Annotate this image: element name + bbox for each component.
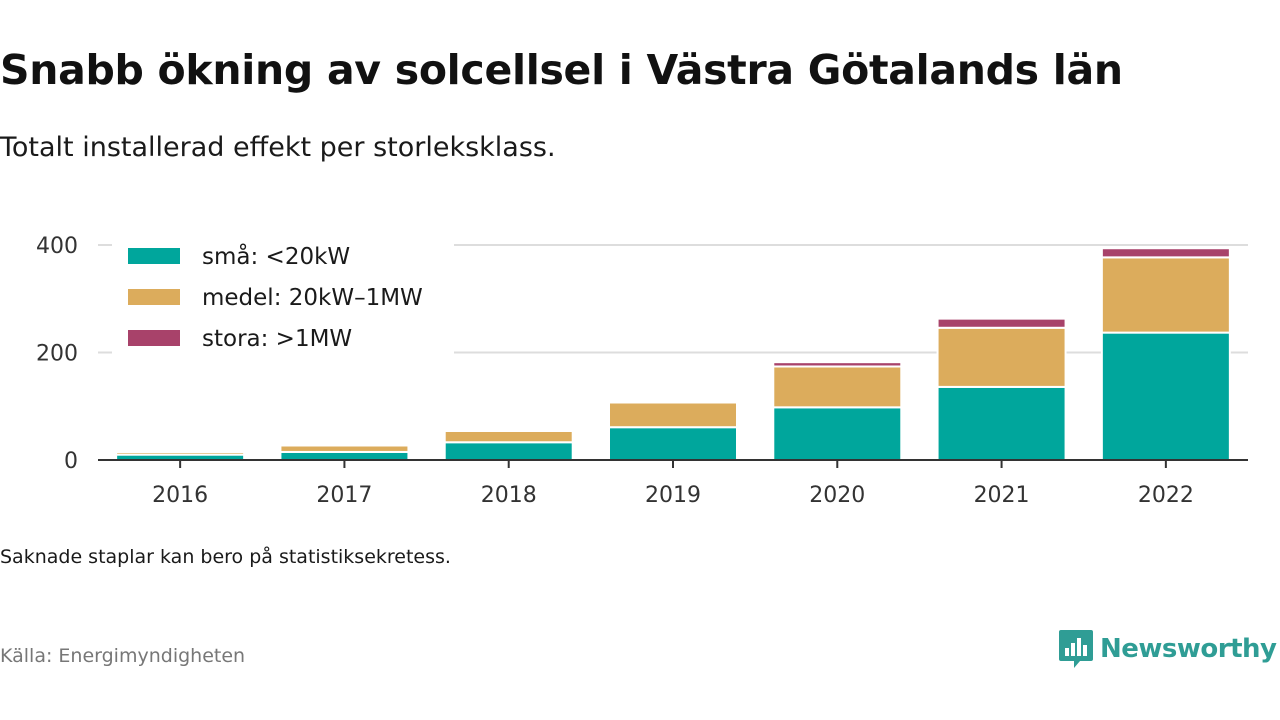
bar-segment: [772, 406, 903, 461]
legend: små: <20kW medel: 20kW–1MW stora: >1MW: [112, 234, 454, 358]
bar-segment: [443, 441, 574, 461]
bar-segment: [115, 450, 246, 453]
bar-segment: [443, 429, 574, 444]
y-tick-label: 400: [36, 234, 78, 259]
legend-swatch: [128, 248, 180, 264]
legend-label: medel: 20kW–1MW: [202, 285, 423, 311]
axes: 0 200 400 2016 2017 2018 2019 2020 2021 2022: [36, 234, 1248, 508]
bar-segment: [608, 400, 738, 404]
y-tick-label: 0: [64, 449, 78, 474]
x-tick-label: 2018: [481, 483, 537, 508]
legend-swatch: [128, 330, 180, 346]
legend-label: små: <20kW: [202, 242, 350, 270]
bar-segment: [936, 326, 1067, 388]
bar-segment: [772, 365, 903, 409]
x-tick-label: 2019: [645, 483, 701, 508]
legend-label: stora: >1MW: [202, 326, 352, 352]
bars: [115, 247, 1231, 461]
legend-swatch: [128, 289, 180, 305]
stacked-bar-chart: 0 200 400 2016 2017 2018 2019 2020 2021 2022 små:…: [36, 234, 1248, 508]
chart-note: Saknade staplar kan bero på statistiksek…: [0, 546, 451, 568]
x-tick-label: 2020: [809, 483, 865, 508]
newsworthy-logo-icon: [1059, 630, 1093, 668]
y-tick-label: 200: [36, 342, 78, 367]
x-tick-label: 2021: [974, 483, 1030, 508]
source-credit: Källa: Energimyndigheten: [0, 645, 246, 667]
bar-segment: [1100, 247, 1231, 259]
bar-segment: [936, 317, 1067, 329]
bar-segment: [443, 429, 574, 432]
bar-segment: [936, 385, 1067, 461]
chart-subtitle: Totalt installerad effekt per storlekskl…: [0, 132, 556, 163]
newsworthy-logo: Newsworthy: [1058, 628, 1277, 670]
x-tick-label: 2017: [316, 483, 372, 508]
chart-title: Snabb ökning av solcellsel i Västra Göta…: [0, 46, 1123, 94]
bar-segment: [279, 443, 410, 447]
x-tick-label: 2022: [1138, 483, 1194, 508]
bar-segment: [772, 361, 903, 368]
bar-segment: [1100, 256, 1231, 334]
bar-segment: [608, 426, 738, 461]
x-tick-label: 2016: [152, 483, 208, 508]
bar-segment: [279, 450, 410, 461]
bar-segment: [1100, 331, 1231, 461]
newsworthy-logo-text: Newsworthy: [1100, 634, 1277, 664]
bar-segment: [608, 401, 738, 429]
